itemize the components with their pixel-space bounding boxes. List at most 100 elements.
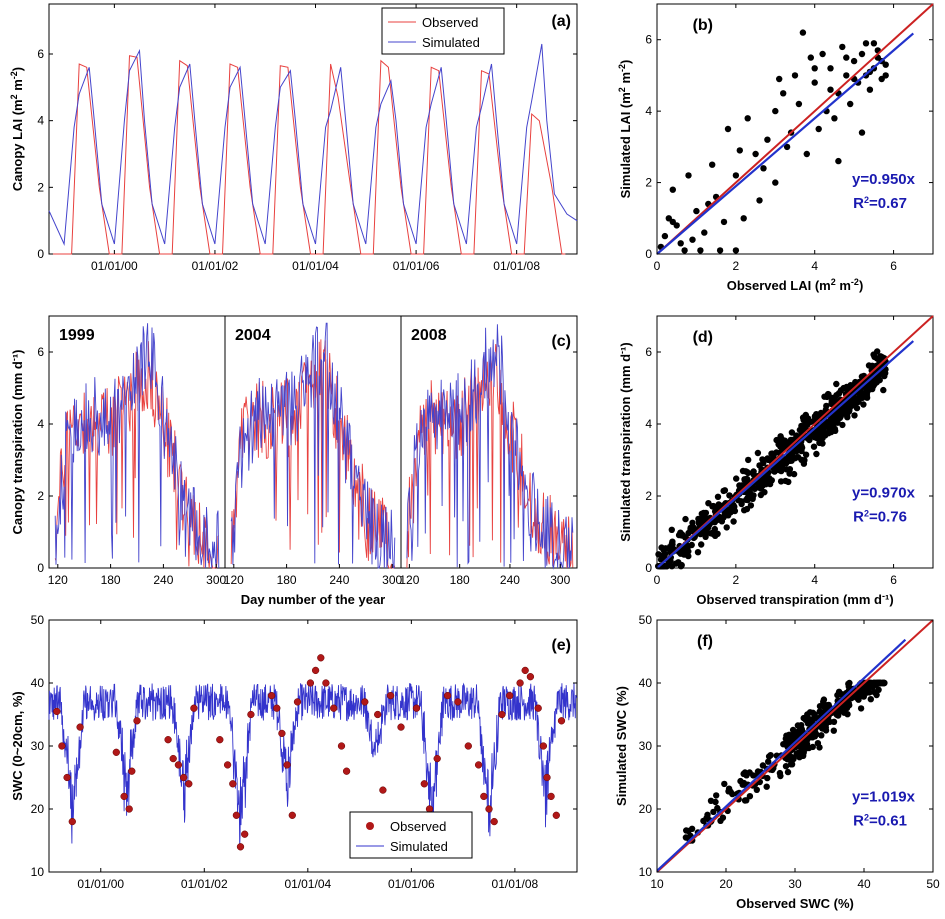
series-line-observed <box>230 339 396 569</box>
data-point <box>753 786 760 793</box>
data-point <box>752 150 759 158</box>
legend-box <box>349 811 473 859</box>
observed-point <box>464 742 472 750</box>
x-tick-label-c: 120 <box>224 573 244 587</box>
data-point <box>862 40 870 47</box>
data-point <box>866 86 874 93</box>
data-point <box>831 394 838 401</box>
data-point <box>811 79 818 86</box>
x-tick-label-b: 0 <box>654 259 661 273</box>
data-point <box>870 40 878 47</box>
y-tick-label-f: 10 <box>639 865 653 879</box>
data-point <box>750 468 757 475</box>
observed-point <box>420 780 428 788</box>
observed-point <box>330 704 338 712</box>
data-point <box>669 186 676 193</box>
x-tick-label-f: 10 <box>650 877 664 891</box>
data-point <box>721 780 728 788</box>
data-point <box>714 516 721 523</box>
data-point <box>724 125 732 133</box>
observed-point <box>241 830 249 838</box>
observed-point <box>169 754 177 763</box>
x-tick-label-e: 01/01/02 <box>181 877 228 891</box>
x-tick-label-d: 0 <box>654 573 661 587</box>
observed-point <box>68 817 76 826</box>
data-point <box>681 247 688 254</box>
data-point <box>780 444 787 451</box>
observed-point <box>425 805 434 813</box>
observed-point <box>306 679 315 687</box>
observed-point <box>288 811 296 819</box>
data-point <box>871 381 878 388</box>
x-tick-label-c: 300 <box>550 573 570 587</box>
y-tick-label-e: 40 <box>31 676 45 690</box>
data-point <box>870 351 877 358</box>
data-point <box>821 429 829 436</box>
data-point <box>772 179 779 186</box>
x-tick-label-d: 4 <box>811 573 818 587</box>
data-point <box>685 552 692 560</box>
x-tick-label-f: 40 <box>857 877 871 891</box>
data-point <box>707 530 715 537</box>
observed-point <box>311 666 320 675</box>
x-tick-label-c: 180 <box>450 573 470 587</box>
data-point <box>802 745 809 752</box>
y-tick-label-f: 50 <box>639 613 653 627</box>
y-tick-label-d: 4 <box>645 417 652 431</box>
observed-point <box>543 773 551 782</box>
data-point <box>746 489 754 496</box>
x-tick-label-e: 01/01/04 <box>284 877 331 891</box>
panel-label: (a) <box>551 13 571 30</box>
data-point <box>876 679 884 687</box>
observed-point <box>374 710 382 719</box>
y-tick-label-e: 20 <box>31 802 45 816</box>
observed-point <box>322 679 330 687</box>
data-point <box>843 54 850 61</box>
data-point <box>685 172 692 179</box>
x-tick-label-e: 01/01/00 <box>77 877 124 891</box>
y-tick-label-f: 30 <box>639 739 653 753</box>
x-tick-label-c: 120 <box>399 573 419 587</box>
observed-point <box>63 773 71 782</box>
data-point <box>763 783 770 790</box>
x-tick-label-f: 20 <box>719 877 733 891</box>
data-point <box>841 408 848 415</box>
data-point <box>668 526 675 533</box>
data-point <box>695 518 703 525</box>
x-tick-label-c: 240 <box>329 573 349 587</box>
observed-point <box>379 786 387 794</box>
x-tick-label-a: 01/01/06 <box>393 259 440 273</box>
observed-point <box>232 811 241 819</box>
data-point <box>788 429 796 436</box>
data-point <box>821 423 828 430</box>
data-point <box>831 115 838 122</box>
data-point <box>811 65 818 72</box>
observed-point <box>179 773 188 782</box>
legend-box <box>381 7 505 55</box>
data-point <box>726 492 733 499</box>
data-point <box>782 763 790 770</box>
data-point <box>867 696 874 703</box>
data-point <box>805 718 813 726</box>
data-point <box>743 468 751 476</box>
data-point <box>861 390 868 397</box>
observed-point <box>342 767 351 775</box>
y-tick-label-c: 2 <box>37 489 44 503</box>
y-tick-label-d: 2 <box>645 489 652 503</box>
observed-point <box>534 704 542 712</box>
observed-point <box>293 698 302 706</box>
x-tick-label-b: 2 <box>733 259 740 273</box>
series-line-simulated <box>406 324 574 570</box>
series-line-observed <box>49 55 566 255</box>
data-point <box>668 540 676 547</box>
legend-label: Observed <box>422 15 478 30</box>
data-point <box>794 454 802 461</box>
y-tick-label-a: 6 <box>37 47 44 61</box>
legend-label: Simulated <box>390 839 448 854</box>
x-tick-label-c: 120 <box>48 573 68 587</box>
y-tick-label-c: 6 <box>37 345 44 359</box>
y-tick-label-d: 0 <box>645 561 652 575</box>
observed-point <box>474 761 483 769</box>
y-tick-label-b: 0 <box>645 247 652 261</box>
